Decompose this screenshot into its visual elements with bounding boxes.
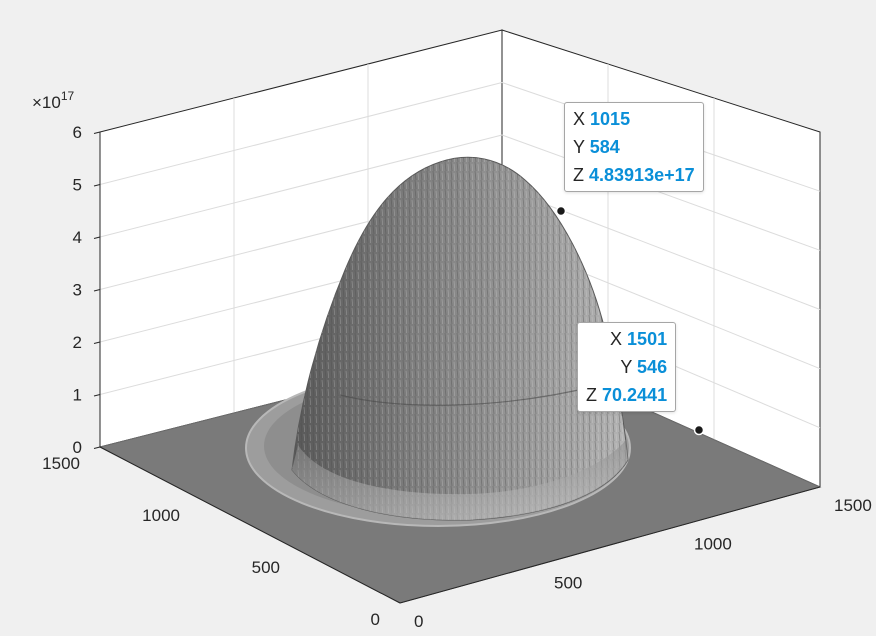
z-exponent-label: ×1017 [32, 89, 75, 112]
z-tick-label: 0 [73, 438, 82, 457]
z-tick-mark [93, 394, 101, 397]
x-tick-label: 500 [554, 573, 582, 592]
y-tick-label: 1500 [42, 454, 80, 473]
y-tick-label: 0 [371, 610, 380, 629]
z-tick-label: 4 [73, 228, 82, 247]
dome-texture [292, 157, 628, 521]
x-tick-label: 1500 [834, 496, 872, 515]
surface-dome [291, 156, 629, 521]
y-axis-line [99, 446, 401, 604]
dome-ridge [339, 384, 601, 406]
datatip-1-y: Y 584 [573, 137, 620, 157]
z-gridline [99, 82, 503, 185]
z-tick-mark [93, 236, 101, 239]
datatip-1[interactable]: X 1015 Y 584 Z 4.83913e+17 [564, 102, 704, 192]
datatip-2-z: Z 70.2441 [586, 385, 668, 405]
datatip-marker-1[interactable] [555, 205, 567, 217]
datatip-2-x: X 1501 [610, 329, 668, 349]
z-tick-label: 5 [73, 176, 82, 195]
z-tick-mark [93, 184, 101, 187]
z-tick-mark [93, 289, 101, 292]
datatip-1-z: Z 4.83913e+17 [573, 165, 695, 185]
z-tick-label: 3 [73, 281, 82, 300]
z-tick-mark [93, 341, 101, 344]
datatip-marker-2[interactable] [693, 424, 705, 436]
z-tick-label: 2 [73, 333, 82, 352]
z-tick-label: 6 [73, 123, 82, 142]
z-tick-mark [93, 446, 101, 449]
y-tick-label: 1000 [142, 506, 180, 525]
y-tick-label: 500 [252, 558, 280, 577]
z-gridline [501, 134, 821, 251]
x-tick-label: 1000 [694, 535, 732, 554]
datatip-1-x: X 1015 [573, 109, 631, 129]
x-tick-label: 0 [414, 612, 423, 631]
z-gridline [501, 187, 821, 310]
z-tick-label: 1 [73, 386, 82, 405]
datatip-2-y: Y 546 [620, 357, 668, 377]
z-gridline [99, 134, 503, 238]
dome-skirt [292, 440, 628, 521]
datatip-2[interactable]: X 1501 Y 546 Z 70.2441 [577, 322, 677, 412]
z-tick-mark [93, 131, 101, 134]
x-axis-line [399, 486, 821, 604]
